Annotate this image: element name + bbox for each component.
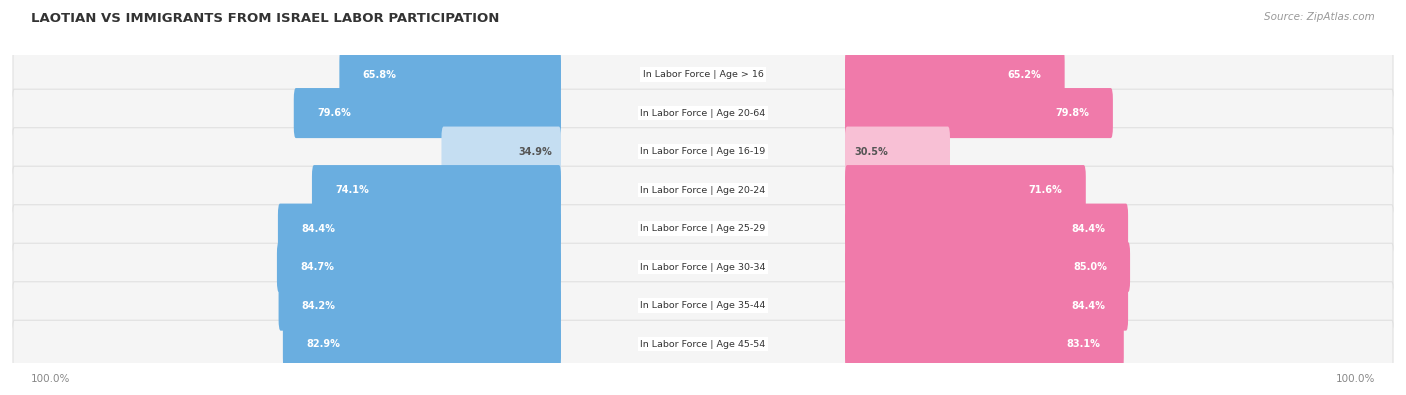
FancyBboxPatch shape (312, 165, 561, 215)
FancyBboxPatch shape (13, 89, 1393, 137)
FancyBboxPatch shape (13, 243, 1393, 291)
Text: 34.9%: 34.9% (517, 147, 551, 156)
Text: In Labor Force | Age 45-54: In Labor Force | Age 45-54 (640, 340, 766, 349)
FancyBboxPatch shape (845, 203, 1128, 254)
Text: 100.0%: 100.0% (1336, 374, 1375, 384)
FancyBboxPatch shape (845, 165, 1085, 215)
Text: In Labor Force | Age > 16: In Labor Force | Age > 16 (643, 70, 763, 79)
FancyBboxPatch shape (339, 49, 561, 100)
Text: 84.4%: 84.4% (1071, 301, 1105, 310)
Text: 71.6%: 71.6% (1029, 185, 1063, 195)
Text: 83.1%: 83.1% (1067, 339, 1101, 349)
FancyBboxPatch shape (13, 320, 1393, 368)
FancyBboxPatch shape (845, 242, 1130, 292)
FancyBboxPatch shape (278, 280, 561, 331)
FancyBboxPatch shape (845, 280, 1128, 331)
FancyBboxPatch shape (13, 128, 1393, 175)
FancyBboxPatch shape (845, 126, 950, 177)
FancyBboxPatch shape (294, 88, 561, 138)
FancyBboxPatch shape (13, 166, 1393, 214)
FancyBboxPatch shape (283, 319, 561, 369)
FancyBboxPatch shape (845, 49, 1064, 100)
Text: In Labor Force | Age 20-64: In Labor Force | Age 20-64 (640, 109, 766, 118)
FancyBboxPatch shape (278, 203, 561, 254)
Text: 84.2%: 84.2% (302, 301, 336, 310)
Text: In Labor Force | Age 35-44: In Labor Force | Age 35-44 (640, 301, 766, 310)
Text: In Labor Force | Age 16-19: In Labor Force | Age 16-19 (640, 147, 766, 156)
Text: 84.4%: 84.4% (1071, 224, 1105, 233)
FancyBboxPatch shape (13, 205, 1393, 252)
Text: Source: ZipAtlas.com: Source: ZipAtlas.com (1264, 12, 1375, 22)
Text: In Labor Force | Age 20-24: In Labor Force | Age 20-24 (640, 186, 766, 195)
Text: 84.7%: 84.7% (299, 262, 335, 272)
Text: 85.0%: 85.0% (1073, 262, 1107, 272)
FancyBboxPatch shape (13, 51, 1393, 98)
FancyBboxPatch shape (277, 242, 561, 292)
FancyBboxPatch shape (13, 282, 1393, 329)
Text: 79.8%: 79.8% (1056, 108, 1090, 118)
Text: In Labor Force | Age 30-34: In Labor Force | Age 30-34 (640, 263, 766, 272)
Text: 74.1%: 74.1% (335, 185, 368, 195)
Text: 82.9%: 82.9% (307, 339, 340, 349)
Text: 84.4%: 84.4% (301, 224, 335, 233)
Text: 79.6%: 79.6% (316, 108, 350, 118)
Text: 30.5%: 30.5% (855, 147, 889, 156)
Text: 65.8%: 65.8% (363, 70, 396, 79)
FancyBboxPatch shape (845, 319, 1123, 369)
FancyBboxPatch shape (441, 126, 561, 177)
Text: 65.2%: 65.2% (1008, 70, 1042, 79)
Text: In Labor Force | Age 25-29: In Labor Force | Age 25-29 (640, 224, 766, 233)
Text: LAOTIAN VS IMMIGRANTS FROM ISRAEL LABOR PARTICIPATION: LAOTIAN VS IMMIGRANTS FROM ISRAEL LABOR … (31, 12, 499, 25)
Text: 100.0%: 100.0% (31, 374, 70, 384)
FancyBboxPatch shape (845, 88, 1114, 138)
